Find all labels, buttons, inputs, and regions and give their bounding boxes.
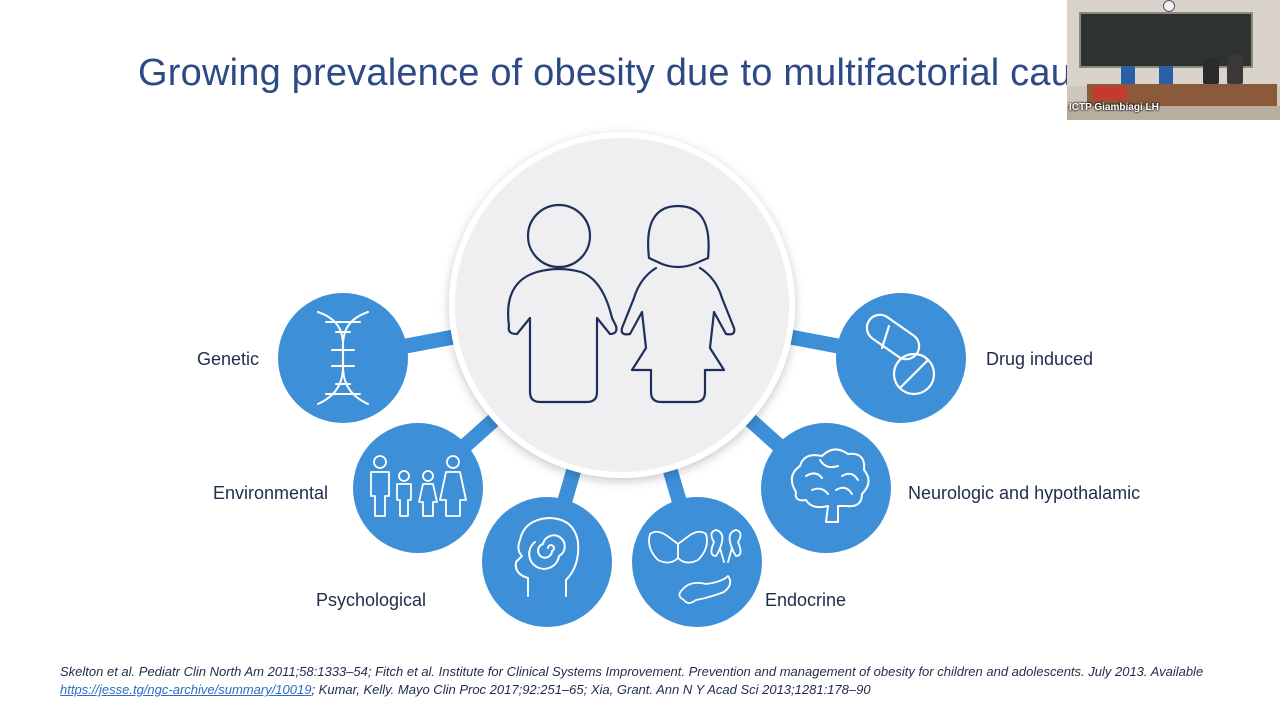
dna-icon xyxy=(317,311,369,405)
webcam-banner xyxy=(1093,86,1127,100)
webcam-video[interactable]: ICTP Giambiagi LH xyxy=(1067,0,1280,120)
webcam-chair xyxy=(1159,66,1173,84)
webcam-floor xyxy=(1067,106,1280,120)
center-circle xyxy=(449,132,795,478)
factor-circles xyxy=(278,293,966,627)
psychological-circle xyxy=(482,497,612,627)
references: Skelton et al. Pediatr Clin North Am 201… xyxy=(60,663,1220,699)
neurologic-circle xyxy=(761,423,891,553)
webcam-chair xyxy=(1121,66,1135,84)
webcam-table xyxy=(1087,84,1277,106)
endocrine-circle xyxy=(632,497,762,627)
head-spiral-icon xyxy=(514,517,580,597)
environmental-circle xyxy=(353,423,483,553)
factor-label-drug-induced: Drug induced xyxy=(986,349,1094,369)
slide-title: Growing prevalence of obesity due to mul… xyxy=(138,52,1073,94)
references-link[interactable]: https://jesse.tg/ngc-archive/summary/100… xyxy=(60,682,312,697)
webcam-label: ICTP Giambiagi LH xyxy=(1069,102,1159,113)
organs-icon xyxy=(648,529,742,604)
factor-label-endocrine: Endocrine xyxy=(765,590,847,610)
pills-icon xyxy=(865,313,936,396)
references-text-1: Skelton et al. Pediatr Clin North Am 201… xyxy=(60,664,1204,679)
factor-label-genetic: Genetic xyxy=(197,349,260,369)
webcam-blackboard xyxy=(1079,12,1253,68)
factor-label-environmental: Environmental xyxy=(213,483,329,503)
webcam-clock xyxy=(1163,0,1175,12)
family-icon xyxy=(370,455,467,517)
webcam-person xyxy=(1227,54,1243,84)
factor-label-psychological: Psychological xyxy=(316,590,427,610)
brain-icon xyxy=(790,448,870,523)
references-text-2: ; Kumar, Kelly. Mayo Clin Proc 2017;92:2… xyxy=(311,682,871,697)
webcam-person xyxy=(1203,58,1219,84)
factor-label-neurologic: Neurologic and hypothalamic xyxy=(908,483,1141,503)
children-icon xyxy=(507,203,736,404)
